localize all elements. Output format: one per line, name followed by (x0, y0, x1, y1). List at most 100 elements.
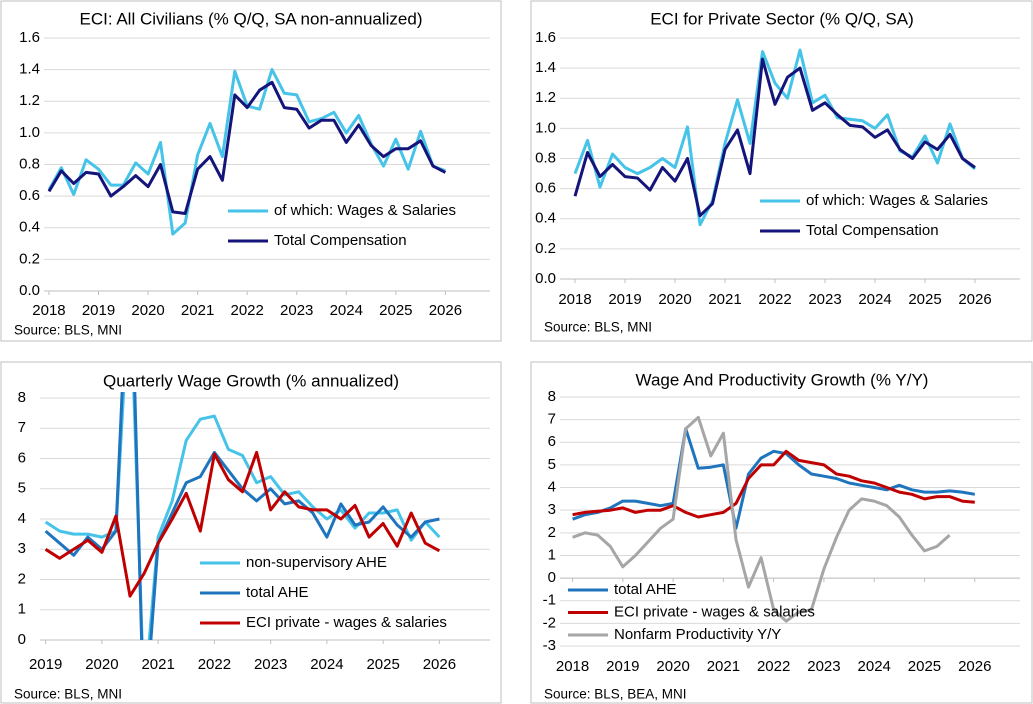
y-tick-label: 1 (548, 546, 556, 563)
source-note: Source: BLS, MNI (14, 687, 122, 702)
legend-label: Total Compensation (806, 222, 939, 239)
x-tick-label: 2020 (85, 656, 118, 673)
y-tick-label: 8 (548, 388, 556, 405)
x-tick-label: 2023 (807, 658, 840, 675)
legend-label: Total Compensation (274, 232, 407, 249)
y-tick-label: 1.0 (19, 124, 40, 141)
legend-label: non-supervisory AHE (246, 554, 387, 571)
panel-frame (530, 0, 1033, 342)
source-note: Source: BLS, MNI (14, 323, 122, 338)
y-tick-label: 0.8 (535, 149, 556, 166)
y-tick-label: 0 (548, 569, 556, 586)
x-tick-label: 2024 (330, 302, 363, 319)
legend-label: of which: Wages & Salaries (274, 202, 456, 219)
series-line (572, 415, 951, 623)
legend-label: Nonfarm Productivity Y/Y (614, 626, 781, 643)
plot-area (573, 48, 976, 227)
panel-frame (530, 361, 1033, 704)
y-tick-label: 6 (548, 433, 556, 450)
series-line (44, 450, 441, 598)
x-tick-label: 2022 (198, 656, 231, 673)
chart-title: Wage And Productivity Growth (% Y/Y) (636, 370, 929, 389)
x-tick-label: 2022 (230, 302, 263, 319)
y-tick-label: 0 (18, 631, 26, 648)
x-tick-label: 2024 (310, 656, 343, 673)
x-tick-label: 2024 (858, 291, 891, 308)
panel-frame (0, 0, 502, 342)
x-tick-label: 2022 (758, 291, 791, 308)
series-line (47, 80, 447, 215)
legend-label: ECI private - wages & salaries (246, 614, 447, 631)
x-tick-label: 2026 (958, 291, 991, 308)
y-tick-label: 6 (18, 449, 26, 466)
y-tick-label: 2 (548, 524, 556, 541)
y-tick-label: 7 (548, 411, 556, 428)
x-tick-label: 2024 (858, 658, 891, 675)
series-line (572, 427, 976, 530)
x-tick-label: 2018 (556, 658, 589, 675)
x-tick-label: 2021 (181, 302, 214, 319)
plot-area (44, 392, 441, 640)
x-tick-label: 2023 (280, 302, 313, 319)
plot-area (572, 415, 976, 623)
y-tick-label: 3 (548, 501, 556, 518)
plot-area (47, 68, 447, 236)
y-tick-label: 5 (18, 480, 26, 497)
y-tick-label: 4 (18, 510, 26, 527)
x-tick-label: 2020 (656, 658, 689, 675)
y-tick-label: 1.6 (19, 29, 40, 46)
y-tick-label: -1 (543, 592, 556, 609)
chart-title: ECI for Private Sector (% Q/Q, SA) (650, 9, 914, 28)
x-tick-label: 2020 (131, 302, 164, 319)
legend-label: total AHE (246, 584, 309, 601)
y-tick-label: 4 (548, 479, 556, 496)
series-line (573, 57, 976, 218)
x-tick-label: 2019 (608, 291, 641, 308)
legend-label: ECI private - wages & salaries (614, 603, 815, 620)
x-tick-label: 2025 (908, 658, 941, 675)
x-tick-label: 2025 (908, 291, 941, 308)
x-tick-label: 2026 (958, 658, 991, 675)
y-tick-label: 1.2 (535, 89, 556, 106)
x-tick-label: 2019 (82, 302, 115, 319)
y-tick-label: 0.8 (19, 155, 40, 172)
x-tick-label: 2025 (366, 656, 399, 673)
y-tick-label: 0.4 (535, 210, 556, 227)
series-line (44, 392, 441, 640)
x-tick-label: 2023 (254, 656, 287, 673)
x-tick-label: 2019 (606, 658, 639, 675)
x-tick-label: 2021 (707, 658, 740, 675)
source-note: Source: BLS, MNI (544, 320, 652, 335)
y-tick-label: 8 (18, 389, 26, 406)
x-tick-label: 2018 (558, 291, 591, 308)
chart-title: ECI: All Civilians (% Q/Q, SA non-annual… (80, 9, 423, 28)
y-tick-label: 1.0 (535, 119, 556, 136)
y-tick-label: 0.6 (19, 187, 40, 204)
x-tick-label: 2026 (423, 656, 456, 673)
legend-label: total AHE (614, 581, 677, 598)
y-tick-label: -2 (543, 614, 556, 631)
chart-title: Quarterly Wage Growth (% annualized) (103, 371, 399, 390)
y-tick-label: 1.4 (535, 59, 556, 76)
y-tick-label: 2 (18, 570, 26, 587)
x-tick-label: 2018 (32, 302, 65, 319)
x-tick-label: 2023 (808, 291, 841, 308)
x-tick-label: 2022 (757, 658, 790, 675)
x-tick-label: 2021 (141, 656, 174, 673)
y-tick-label: 7 (18, 419, 26, 436)
x-tick-label: 2021 (708, 291, 741, 308)
y-tick-label: 0.0 (535, 270, 556, 287)
y-tick-label: 1.2 (19, 92, 40, 109)
y-tick-label: 0.2 (535, 240, 556, 257)
series-line (572, 449, 975, 519)
y-tick-label: 1.6 (535, 29, 556, 46)
y-tick-label: 0.6 (535, 180, 556, 197)
y-tick-label: 5 (548, 456, 556, 473)
y-tick-label: -3 (543, 637, 556, 654)
source-note: Source: BLS, BEA, MNI (544, 687, 687, 702)
y-tick-label: 0.0 (19, 282, 40, 299)
legend-label: of which: Wages & Salaries (806, 192, 988, 209)
x-tick-label: 2019 (29, 656, 62, 673)
panel-frame (0, 361, 502, 704)
